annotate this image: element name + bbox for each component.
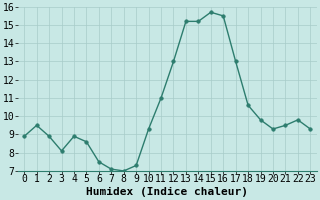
X-axis label: Humidex (Indice chaleur): Humidex (Indice chaleur)	[86, 187, 248, 197]
